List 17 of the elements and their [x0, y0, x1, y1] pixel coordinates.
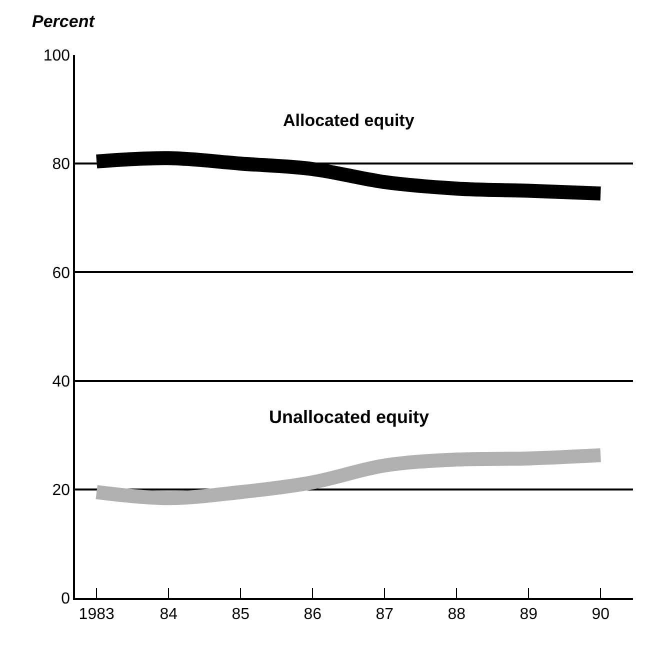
y-axis-title: Percent — [32, 12, 96, 31]
x-tick-label: 87 — [376, 606, 394, 624]
x-tick-label: 86 — [304, 606, 322, 624]
x-tick-label: 85 — [232, 606, 250, 624]
y-tick-label: 80 — [52, 156, 70, 174]
y-tick-label: 60 — [52, 264, 70, 282]
text: Allocated equity — [283, 111, 415, 130]
series-label: Unallocated equity — [269, 407, 430, 427]
x-tick-label: 90 — [592, 606, 610, 624]
x-tick-label: 88 — [448, 606, 466, 624]
y-tick-label: 100 — [43, 48, 70, 65]
y-tick-label: 20 — [52, 482, 70, 499]
x-tick-label: 1983 — [78, 606, 114, 624]
x-tick-label: 89 — [520, 606, 538, 624]
y-tick-label: 40 — [52, 373, 70, 390]
x-tick-label: 84 — [160, 606, 178, 624]
y-tick-label: 0 — [61, 590, 70, 608]
